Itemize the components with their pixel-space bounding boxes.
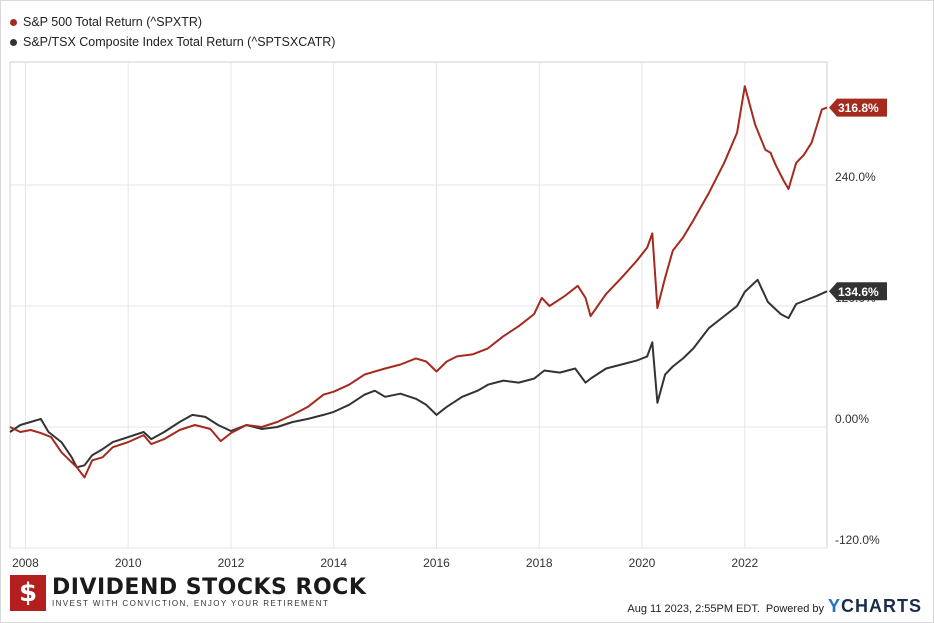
x-tick-label: 2020 (629, 556, 656, 570)
ycharts-logo-y: Y (827, 596, 841, 616)
series-line (9, 278, 828, 469)
legend-label-spx: S&P 500 Total Return (^SPXTR) (23, 15, 203, 29)
legend-item-tsx[interactable]: S&P/TSX Composite Index Total Return (^S… (10, 32, 335, 52)
brand-logo-icon: $ (10, 575, 46, 611)
legend-item-spx[interactable]: S&P 500 Total Return (^SPXTR) (10, 12, 335, 32)
x-tick-label: 2018 (526, 556, 553, 570)
x-tick-label: 2010 (115, 556, 142, 570)
ycharts-logo-rest: CHARTS (841, 596, 922, 616)
end-value-flag (829, 282, 887, 301)
chart-legend: S&P 500 Total Return (^SPXTR) S&P/TSX Co… (10, 12, 335, 52)
end-value-label: 316.8% (838, 101, 879, 115)
legend-dot-tsx (10, 38, 17, 46)
x-tick-label: 2008 (12, 556, 39, 570)
chart-credit: Aug 11 2023, 2:55PM EDT. Powered by YCHA… (627, 596, 922, 617)
plot-border (9, 61, 828, 549)
y-tick-label: 240.0% (835, 170, 876, 184)
end-value-flag (829, 98, 887, 117)
powered-by-label: Powered by (765, 603, 824, 615)
series-line (9, 85, 828, 479)
brand-name: DIVIDEND STOCKS ROCK (52, 575, 367, 600)
legend-dot-spx (10, 18, 17, 26)
brand-tagline: INVEST WITH CONVICTION, ENJOY YOUR RETIR… (52, 599, 330, 608)
x-tick-label: 2014 (320, 556, 347, 570)
brand-block: $ DIVIDEND STOCKS ROCK INVEST WITH CONVI… (10, 575, 366, 611)
end-value-label: 134.6% (838, 285, 879, 299)
x-tick-label: 2012 (218, 556, 245, 570)
y-tick-label: -120.0% (835, 533, 880, 547)
x-tick-label: 2016 (423, 556, 450, 570)
brand-logo-symbol: $ (18, 578, 38, 608)
chart-timestamp: Aug 11 2023, 2:55PM EDT. (627, 603, 760, 615)
ycharts-logo[interactable]: YCHARTS (828, 596, 922, 617)
legend-label-tsx: S&P/TSX Composite Index Total Return (^S… (23, 35, 336, 49)
x-tick-label: 2022 (731, 556, 758, 570)
y-tick-label: 0.00% (835, 412, 869, 426)
